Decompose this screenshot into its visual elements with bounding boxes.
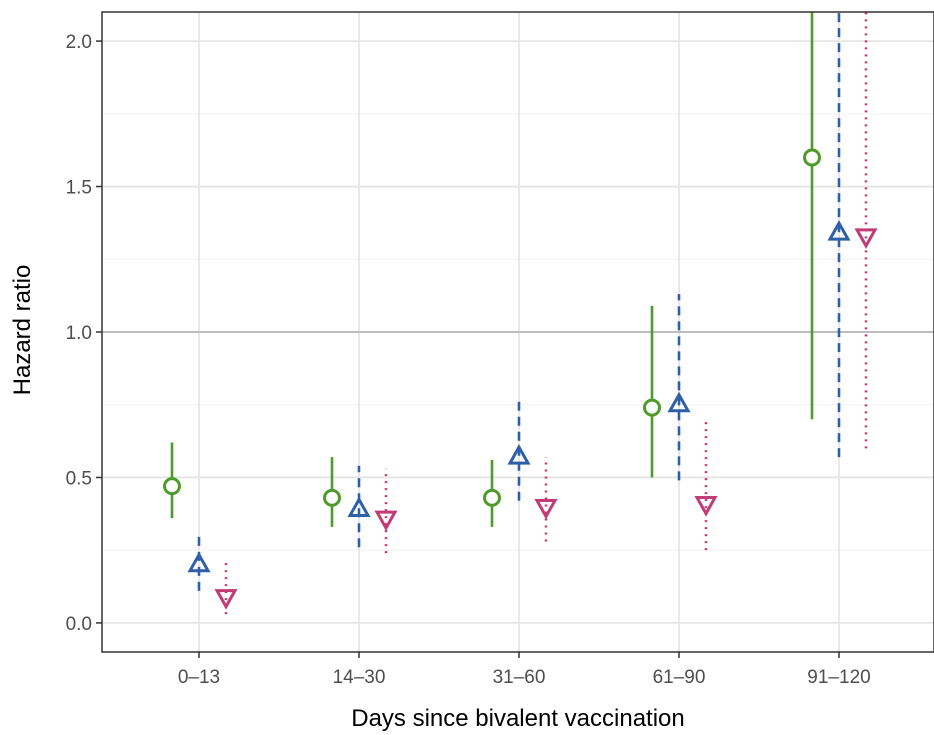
y-tick-label: 0.0 bbox=[66, 614, 92, 635]
data-marks bbox=[163, 12, 878, 615]
point-circle bbox=[643, 398, 661, 417]
y-tick-label: 2.0 bbox=[66, 32, 92, 53]
x-tick-label: 61–90 bbox=[653, 667, 706, 688]
point-triangle-up bbox=[667, 391, 691, 413]
point-circle bbox=[483, 488, 501, 507]
y-axis: 0.0 0.5 1.0 1.5 2.0 bbox=[66, 32, 102, 635]
point-triangle-up bbox=[507, 444, 531, 465]
x-tick-label: 0–13 bbox=[178, 667, 220, 688]
point-circle bbox=[163, 477, 181, 496]
series-triangle-down bbox=[214, 12, 878, 615]
point-circle bbox=[323, 488, 341, 507]
x-tick-label: 91–120 bbox=[807, 667, 870, 688]
point-triangle-up bbox=[827, 220, 851, 241]
series-circle bbox=[163, 12, 821, 527]
y-tick-label: 1.0 bbox=[66, 323, 92, 344]
x-axis-title: Days since bivalent vaccination bbox=[351, 705, 685, 732]
point-triangle-down bbox=[374, 510, 398, 532]
point-triangle-down bbox=[534, 498, 558, 520]
point-triangle-up bbox=[187, 551, 211, 573]
x-tick-label: 31–60 bbox=[493, 667, 546, 688]
point-triangle-up bbox=[347, 496, 371, 518]
y-axis-title: Hazard ratio bbox=[9, 265, 36, 396]
point-triangle-down bbox=[214, 589, 238, 610]
series-triangle-up bbox=[187, 12, 851, 591]
point-triangle-down bbox=[694, 496, 718, 517]
y-tick-label: 1.5 bbox=[66, 178, 92, 199]
point-triangle-down bbox=[854, 228, 878, 249]
y-tick-label: 0.5 bbox=[66, 468, 92, 489]
x-tick-label: 14–30 bbox=[333, 667, 386, 688]
x-axis: 0–13 14–30 31–60 61–90 91–120 bbox=[178, 652, 871, 688]
point-circle bbox=[803, 148, 821, 167]
